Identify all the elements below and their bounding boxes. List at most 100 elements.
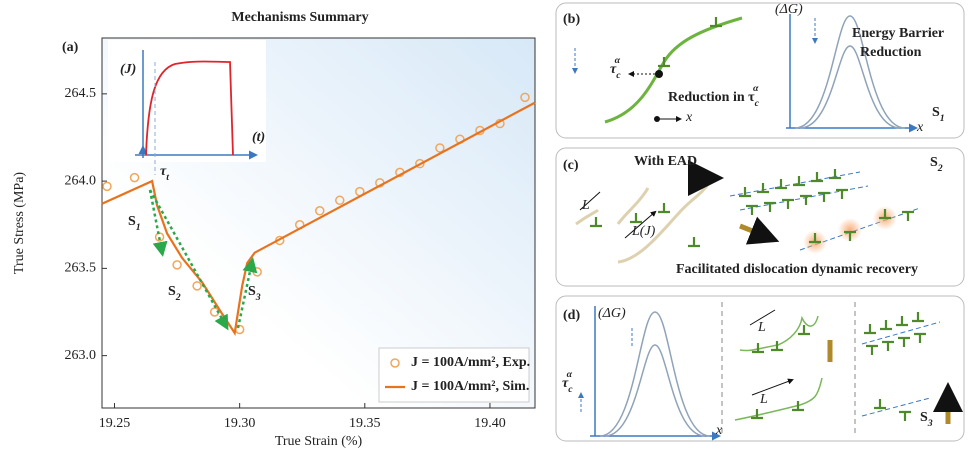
panel-text: (b) (563, 12, 580, 27)
panel-text-base: S (920, 410, 928, 425)
stage-arrow (148, 189, 168, 257)
panel-text-base: τ (562, 376, 569, 391)
panel-text: L(J) (631, 224, 656, 239)
panel-text-sub: 1 (940, 113, 945, 124)
panel-text-base: τ (610, 62, 617, 77)
panel-text-sup: α (753, 83, 759, 94)
data-point (435, 143, 445, 153)
y-tick-label: 263.0 (65, 348, 97, 363)
barrier-curve-reduced (799, 45, 901, 129)
panel-text: With EAD (634, 154, 697, 169)
panel-text: (d) (563, 308, 580, 323)
increase-arrow (581, 326, 633, 412)
chart-title: Mechanisms Summary (231, 10, 368, 25)
panel-text-sup: α (567, 369, 573, 380)
data-point (129, 172, 140, 183)
panel-text: L (759, 392, 768, 407)
panel-text: x (715, 423, 723, 438)
energy-axes (786, 14, 915, 128)
panel-text: (ΔG) (775, 2, 803, 17)
x-tick-label: 19.35 (349, 416, 381, 431)
stage-label: S2 (168, 284, 181, 303)
legend-box (378, 347, 530, 403)
panel-text: L (581, 198, 590, 213)
legend-label: J = 100A/mm², Sim. (411, 379, 529, 394)
panel-label: (a) (62, 40, 79, 55)
panel-text: L (757, 320, 766, 335)
panel-b (555, 2, 965, 139)
panel-text-sub: 3 (927, 418, 933, 429)
x-tick-label: 19.30 (224, 416, 256, 431)
legend-label: J = 100A/mm², Exp. (411, 355, 530, 370)
plot-frame (101, 37, 536, 409)
legend-marker (390, 358, 400, 368)
y-axis-label: True Stress (MPa) (12, 172, 27, 274)
panel-text: τcα (610, 55, 621, 81)
panel-text: (ΔG) (598, 306, 626, 321)
energy-axes (590, 306, 718, 436)
stage-arrow (236, 257, 258, 329)
panel-text-sub: c (616, 70, 621, 81)
data-point (172, 260, 182, 270)
panel-text: x (916, 120, 924, 135)
panel-text-sub: c (755, 98, 760, 109)
data-point (415, 158, 425, 169)
panel-text: Reduction in τcα (668, 83, 760, 109)
stage-label-base: S (128, 214, 136, 229)
data-point (192, 281, 202, 291)
x-axis-label: True Strain (%) (275, 434, 363, 449)
panel-text-base: S (930, 155, 938, 170)
panel-text: Energy Barrier (852, 26, 944, 41)
stage-label-sub: 3 (255, 292, 261, 303)
inset-background (108, 40, 266, 162)
bowed-segments (734, 315, 823, 421)
length-arrow (579, 191, 655, 239)
dislocation-wall (737, 167, 916, 254)
inset-label-sub: t (166, 172, 169, 183)
pinning-point (655, 70, 663, 78)
barrier-curve (794, 15, 906, 129)
stage-arrow (148, 189, 229, 331)
slip-plane (861, 321, 941, 417)
panel-text: (c) (563, 158, 579, 173)
recovery-arrow (739, 216, 780, 245)
panel-text: Facilitated dislocation dynamic recovery (676, 262, 918, 277)
barrier-curve-reduced (604, 344, 706, 437)
stage-label-base: S (248, 284, 256, 299)
panel-text-sup: α (615, 55, 621, 66)
inset-label: (J) (120, 62, 136, 77)
panel-text-base: Reduction in τ (668, 90, 755, 105)
panel-text: S1 (932, 105, 945, 124)
stage-label-sub: 1 (136, 222, 141, 233)
panel-text: τcα (562, 369, 573, 395)
y-tick-label: 263.5 (65, 261, 97, 276)
data-point (315, 206, 325, 216)
x-tick-label: 19.40 (474, 416, 506, 431)
barrier-curve (599, 311, 711, 437)
panel-text: S2 (930, 155, 943, 174)
length-arrow (749, 309, 792, 396)
inset-label: (t) (252, 130, 265, 145)
inset-label-base: τ (160, 164, 167, 179)
panel-text-base: S (932, 105, 940, 120)
data-point (520, 92, 530, 103)
inset-current-curve (145, 60, 234, 156)
panel-text-sub: 2 (937, 163, 943, 174)
panel-text: Reduction (860, 45, 922, 60)
stage-label: S1 (128, 214, 141, 233)
x-tick-label: 19.25 (99, 416, 131, 431)
divider (721, 302, 856, 436)
y-tick-label: 264.5 (65, 86, 97, 101)
panel-text-sub: c (568, 384, 573, 395)
data-point (102, 181, 112, 192)
stage-label: S3 (248, 284, 261, 303)
recovery-arrow (827, 340, 948, 424)
stage-label-sub: 2 (175, 292, 181, 303)
data-point (335, 195, 345, 206)
stage-label-base: S (168, 284, 176, 299)
y-tick-label: 264.0 (65, 173, 97, 188)
panel-text: S3 (920, 410, 933, 429)
inset-label: τt (160, 164, 169, 183)
panel-text: x (685, 110, 693, 125)
